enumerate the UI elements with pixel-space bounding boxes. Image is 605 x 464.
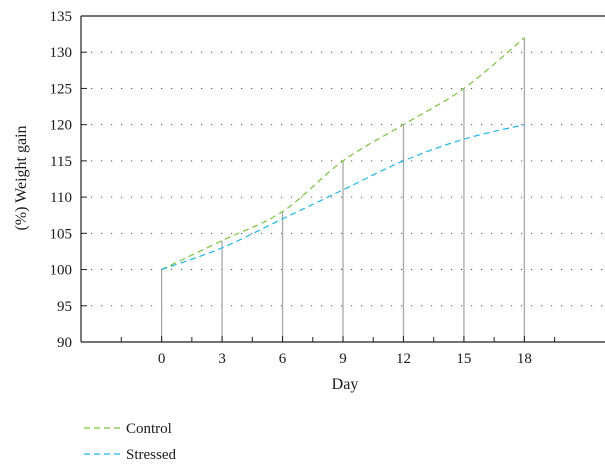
tick-labels: 90 95 100 105 110 115 120 125 130 135 0 3 6 9 12 15 18 bbox=[50, 9, 532, 367]
legend-label-stressed: Stressed bbox=[126, 447, 176, 463]
legend-item-control: Control bbox=[84, 421, 172, 437]
legend-label-control: Control bbox=[126, 421, 172, 437]
y-tick-label-120: 120 bbox=[50, 118, 73, 134]
series-line-control bbox=[161, 37, 525, 271]
x-tick-label-12: 12 bbox=[396, 351, 411, 367]
axes bbox=[80, 15, 605, 343]
series-layer bbox=[161, 37, 525, 271]
x-tick-label-9: 9 bbox=[339, 351, 347, 367]
x-tick-label-0: 0 bbox=[158, 351, 166, 367]
y-tick-label-100: 100 bbox=[50, 263, 73, 279]
x-tick-label-6: 6 bbox=[279, 351, 287, 367]
legend-item-stressed: Stressed bbox=[84, 447, 176, 463]
x-tick-label-18: 18 bbox=[517, 351, 532, 367]
y-tick-label-90: 90 bbox=[57, 335, 72, 351]
x-tick-label-15: 15 bbox=[456, 351, 471, 367]
series-line-stressed bbox=[161, 124, 525, 271]
y-tick-label-105: 105 bbox=[50, 226, 73, 242]
y-axis-title: (%) Weight gain bbox=[13, 125, 30, 230]
y-tick-label-95: 95 bbox=[57, 299, 72, 315]
y-tick-label-110: 110 bbox=[50, 190, 72, 206]
y-tick-label-135: 135 bbox=[50, 9, 73, 25]
x-tick-label-3: 3 bbox=[218, 351, 226, 367]
y-tick-label-125: 125 bbox=[50, 81, 73, 97]
y-tick-label-115: 115 bbox=[50, 154, 72, 170]
y-tick-label-130: 130 bbox=[50, 45, 73, 61]
x-axis-title: Day bbox=[332, 376, 359, 393]
legend: Control Stressed bbox=[84, 421, 176, 463]
